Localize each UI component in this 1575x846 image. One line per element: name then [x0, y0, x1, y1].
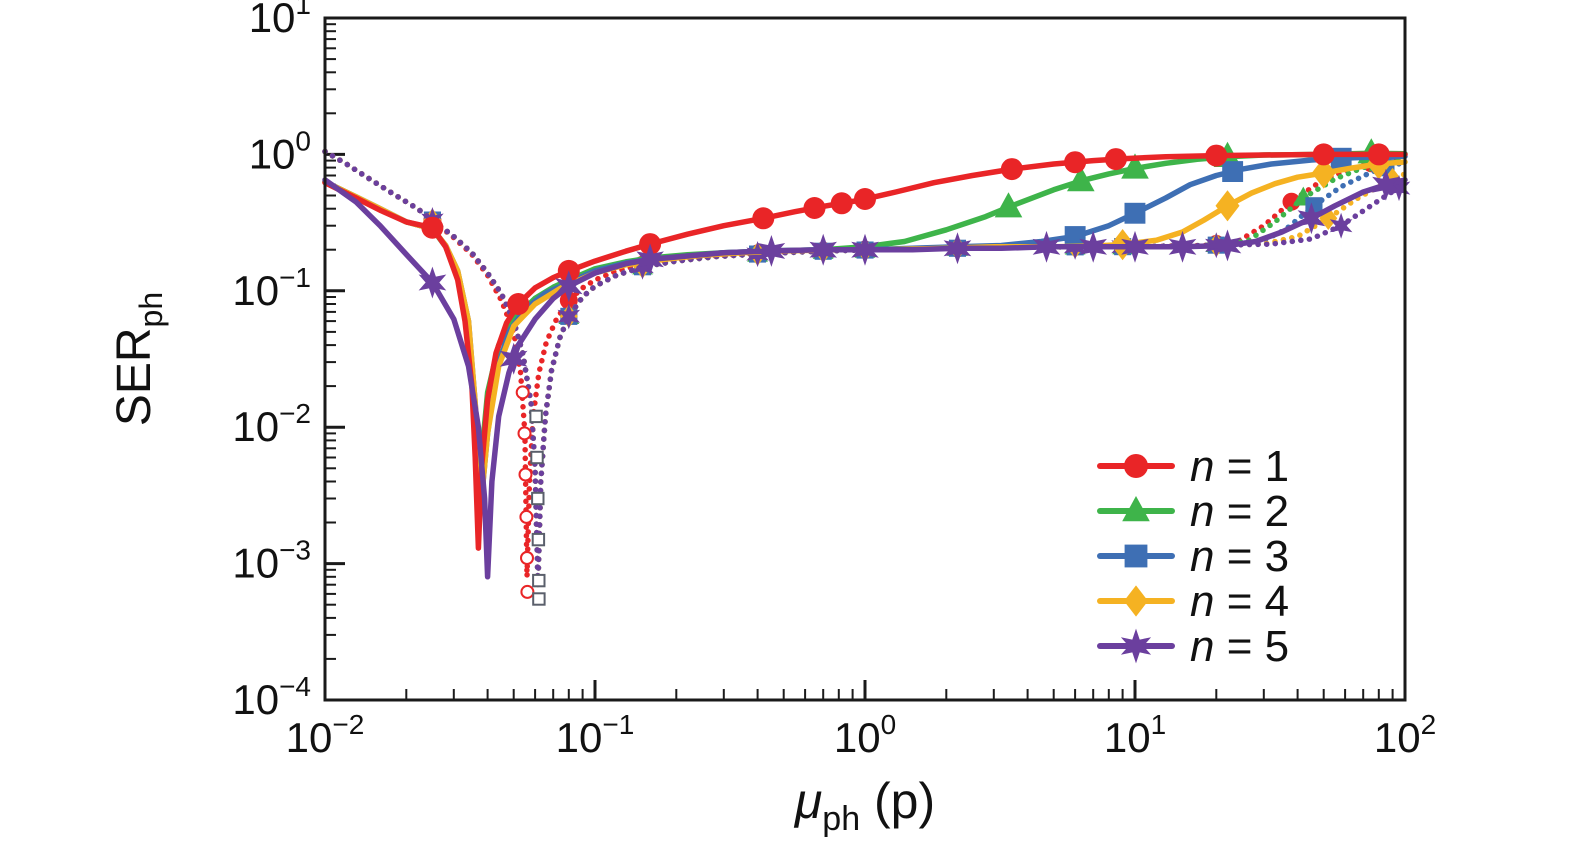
legend-label: n = 3	[1190, 532, 1289, 581]
legend-item-n3: n = 3	[1097, 532, 1289, 581]
y-tick-label: 101	[249, 0, 311, 41]
legend-label: n = 5	[1190, 622, 1289, 671]
plot-series	[322, 138, 1411, 585]
legend-item-n1: n = 1	[1097, 442, 1289, 491]
legend-item-n5: n = 5	[1097, 622, 1289, 671]
legend-label: n = 2	[1190, 487, 1289, 536]
dip-open-squares	[529, 409, 546, 606]
series-n5-solid	[322, 168, 1408, 580]
x-axis-label: μph (p)	[793, 773, 935, 838]
legend-label: n = 1	[1190, 442, 1289, 491]
dip-open-circles	[515, 385, 535, 599]
y-tick-label: 100	[249, 125, 311, 177]
y-tick-label: 10−3	[232, 535, 311, 587]
y-axis-label: SERph	[108, 292, 169, 426]
x-tick-label: 102	[1374, 709, 1436, 761]
x-tick-label: 100	[834, 709, 896, 761]
legend: n = 1n = 2n = 3n = 4n = 5	[1097, 442, 1289, 671]
y-tick-label: 10−2	[232, 398, 311, 450]
x-tick-label: 101	[1104, 709, 1166, 761]
legend-label: n = 4	[1190, 577, 1289, 626]
legend-item-n4: n = 4	[1097, 577, 1289, 626]
x-axis: 10−2 10−1 100 101 102	[286, 680, 1436, 761]
legend-item-n2: n = 2	[1097, 487, 1289, 536]
y-tick-label: 10−1	[232, 262, 311, 314]
x-tick-label: 10−1	[556, 709, 635, 761]
x-tick-label: 10−2	[286, 709, 365, 761]
plot-frame	[323, 16, 1407, 702]
